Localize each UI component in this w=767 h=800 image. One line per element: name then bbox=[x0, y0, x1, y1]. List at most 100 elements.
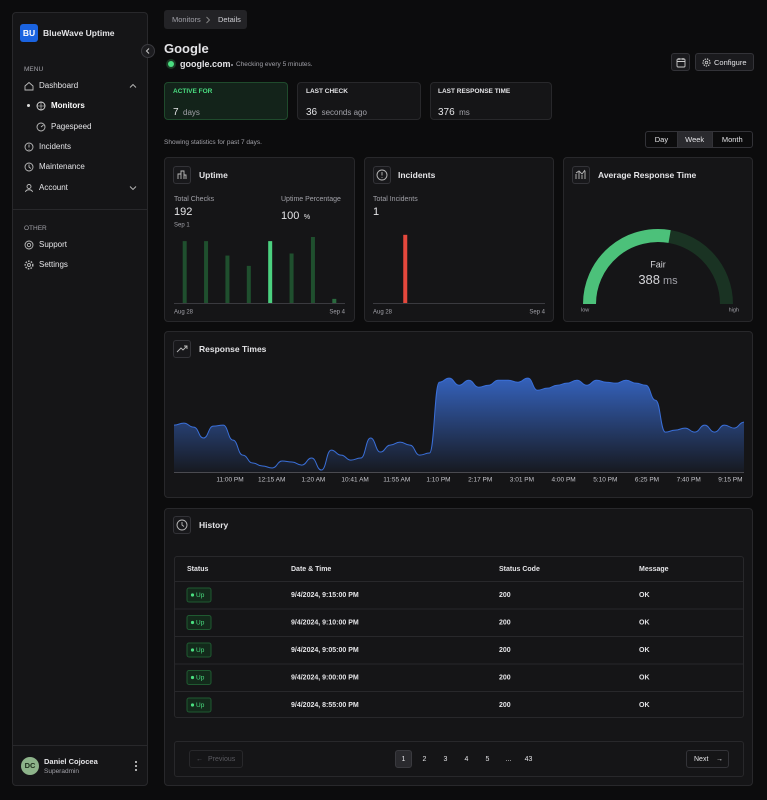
brand: BlueWave Uptime bbox=[43, 28, 115, 38]
icon bbox=[24, 240, 34, 250]
card-stat-value: 1 bbox=[373, 206, 380, 218]
stat-label: LAST RESPONSE TIME bbox=[438, 88, 511, 95]
icon bbox=[24, 260, 34, 270]
menu-item[interactable]: Support bbox=[39, 240, 68, 249]
arrow: ← bbox=[196, 756, 203, 763]
card-stat-value: 192 bbox=[174, 206, 193, 218]
icon bbox=[24, 81, 34, 91]
page-button[interactable]: 2 bbox=[422, 755, 427, 763]
response-times-card bbox=[164, 331, 753, 498]
separator-dot bbox=[231, 64, 233, 66]
logo: BU bbox=[20, 24, 38, 42]
card-stat-label: Uptime Percentage bbox=[281, 196, 341, 203]
incidents-button[interactable] bbox=[671, 53, 690, 71]
icon bbox=[24, 162, 34, 172]
collapse-button[interactable] bbox=[141, 44, 155, 58]
chevron bbox=[129, 83, 137, 88]
card-title: Response Times bbox=[199, 344, 267, 354]
check-interval: Checking every 5 minutes. bbox=[236, 61, 313, 68]
avatar: DC bbox=[21, 757, 39, 775]
page-button[interactable]: ... bbox=[505, 755, 512, 763]
next-button[interactable]: Next → bbox=[686, 750, 729, 768]
stat-label: ACTIVE FOR bbox=[173, 88, 213, 95]
icon bbox=[702, 58, 711, 67]
icon bbox=[36, 101, 46, 111]
icon bbox=[575, 169, 586, 179]
status-dot bbox=[166, 59, 176, 69]
stat-number: 7 bbox=[173, 107, 179, 118]
user-role: Superadmin bbox=[44, 768, 80, 775]
menu-item[interactable]: Monitors bbox=[51, 101, 85, 110]
page-button[interactable]: 3 bbox=[443, 755, 448, 763]
card-title: Uptime bbox=[199, 170, 228, 180]
icon bbox=[176, 345, 188, 353]
stat-value: 36 seconds ago bbox=[306, 103, 367, 119]
other-heading: OTHER bbox=[24, 225, 47, 232]
response-gauge-card bbox=[563, 157, 753, 322]
page-button[interactable]: 43 bbox=[524, 755, 533, 763]
sidebar bbox=[12, 12, 148, 786]
icon bbox=[24, 142, 34, 152]
page-button[interactable]: 1 bbox=[395, 750, 412, 768]
arrow: → bbox=[716, 756, 723, 763]
menu-item[interactable]: Settings bbox=[39, 260, 68, 269]
page-button[interactable]: 5 bbox=[485, 755, 490, 763]
stat-number: 36 bbox=[306, 107, 318, 118]
card-title: Incidents bbox=[398, 170, 436, 180]
menu-item[interactable]: Account bbox=[39, 183, 68, 192]
button-label: Next bbox=[694, 756, 709, 763]
monitor-title: Google bbox=[164, 41, 209, 56]
previous-button[interactable]: ← Previous bbox=[189, 750, 243, 768]
pagination bbox=[174, 741, 744, 777]
card-icon bbox=[173, 340, 191, 358]
card-stat-number: 100 bbox=[281, 210, 300, 222]
more-button[interactable] bbox=[133, 760, 139, 772]
stat-unit: ms bbox=[459, 108, 470, 117]
configure-button[interactable]: Configure bbox=[695, 53, 754, 71]
menu-item[interactable]: Pagespeed bbox=[51, 122, 92, 131]
card-stat-label: Total Incidents bbox=[373, 196, 418, 203]
icon bbox=[25, 184, 33, 193]
history-table bbox=[174, 556, 744, 718]
range-tab[interactable]: Week bbox=[676, 132, 712, 147]
card-stat-label: Total Checks bbox=[174, 196, 215, 203]
range-tab[interactable]: Month bbox=[711, 132, 752, 147]
menu-heading: MENU bbox=[24, 66, 44, 73]
stat-card bbox=[430, 82, 552, 120]
menu-item[interactable]: Maintenance bbox=[39, 162, 85, 171]
user-name: Daniel Cojocea bbox=[44, 757, 98, 766]
stat-label: LAST CHECK bbox=[306, 88, 348, 95]
incidents-card bbox=[364, 157, 554, 322]
card-stat-value: 100 % bbox=[281, 207, 310, 223]
stat-card bbox=[297, 82, 421, 120]
icon bbox=[376, 169, 388, 181]
menu-item[interactable]: Incidents bbox=[39, 142, 72, 151]
uptime-card bbox=[164, 157, 355, 322]
stat-value: 376 ms bbox=[438, 103, 470, 119]
monitor-url: google.com bbox=[180, 59, 231, 69]
divider bbox=[12, 209, 148, 210]
breadcrumb-item: Details bbox=[218, 15, 241, 24]
stat-number: 376 bbox=[438, 107, 455, 118]
page-button[interactable]: 4 bbox=[464, 755, 469, 763]
range-tab[interactable]: Day bbox=[654, 134, 669, 144]
stat-value: 7 days bbox=[173, 103, 200, 119]
icon bbox=[36, 122, 46, 132]
card-title: History bbox=[199, 520, 229, 530]
breadcrumb bbox=[164, 10, 247, 29]
icon bbox=[676, 58, 686, 68]
menu-item[interactable]: Dashboard bbox=[39, 81, 79, 90]
button-label: Previous bbox=[208, 756, 236, 763]
range-tabs: Day Week Month bbox=[645, 131, 753, 148]
button-label: Configure bbox=[714, 58, 747, 67]
bullet bbox=[27, 104, 30, 107]
card-title: Average Response Time bbox=[598, 170, 697, 180]
card-icon bbox=[173, 516, 191, 534]
stat-unit: seconds ago bbox=[321, 108, 367, 117]
breadcrumb-item[interactable]: Monitors bbox=[172, 15, 201, 24]
icon bbox=[176, 519, 188, 531]
card-stat-unit: % bbox=[303, 214, 311, 221]
range-caption: Showing statistics for past 7 days. bbox=[164, 139, 262, 146]
icon bbox=[177, 170, 187, 179]
